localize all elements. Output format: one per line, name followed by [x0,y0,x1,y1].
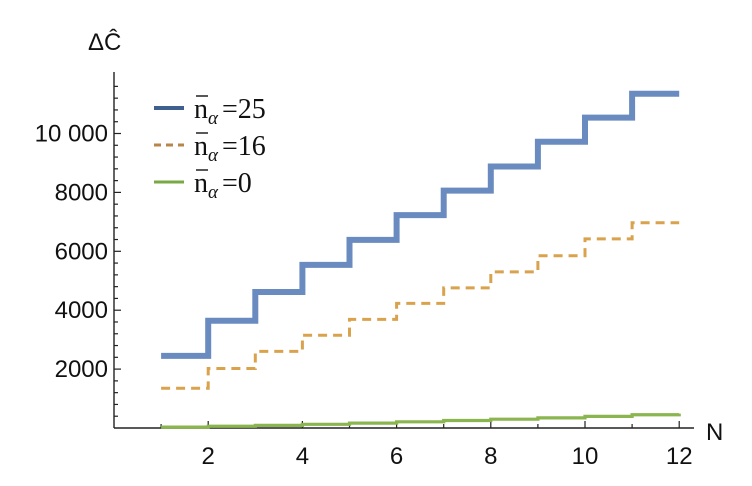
series-line [161,221,680,390]
axes: 2 4 6 8 10 12 2000 4000 6000 8000 10 000 N ΔĈ [35,28,724,470]
x-tick-label: 4 [296,443,309,470]
x-tick-label: 6 [390,443,403,470]
y-tick-label: 8000 [55,179,108,206]
x-axis-title: N [706,419,723,446]
x-tick-label: 8 [484,443,497,470]
legend-label: nα =16 [194,131,266,166]
x-tick-label: 12 [666,443,693,470]
legend-label: nα =25 [194,94,266,129]
y-tick-label: 2000 [55,356,108,383]
legend-label: nα =0 [194,168,252,203]
y-axis-title: ΔĈ [88,28,121,56]
y-tick-label: 4000 [55,297,108,324]
series-layer [161,90,681,429]
x-tick-label: 2 [202,443,215,470]
x-tick-label: 10 [572,443,599,470]
series-line [161,413,681,429]
y-tick-label: 10 000 [35,121,108,148]
y-tick-label: 6000 [55,238,108,265]
series-line [161,90,680,359]
